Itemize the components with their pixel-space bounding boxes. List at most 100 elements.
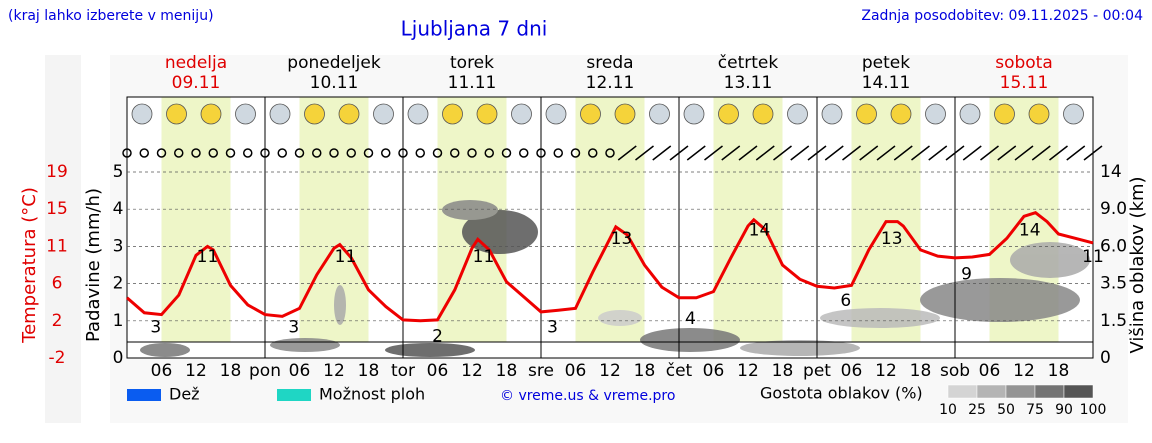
wind-barb — [928, 145, 948, 161]
density-tick-label: 75 — [1026, 402, 1044, 418]
wind-barb — [790, 145, 810, 161]
x-tick-label: pet — [803, 361, 831, 381]
x-tick-label: 12 — [599, 361, 621, 381]
wind-barb — [669, 145, 689, 161]
temperature-label: 6 — [840, 291, 851, 311]
temperature-label: 3 — [288, 318, 299, 338]
daylight-band — [713, 97, 783, 342]
day-date: 11.11 — [448, 73, 497, 93]
weather-icon — [959, 103, 981, 125]
wind-barb — [859, 145, 879, 161]
note: (kraj lahko izberete v meniju) — [8, 8, 214, 24]
wind-calm — [312, 148, 322, 158]
wind-barb — [686, 145, 706, 161]
weather-icon — [614, 103, 636, 125]
weather-icon — [407, 103, 429, 125]
weather-icon — [338, 103, 360, 125]
temperature-label: 11 — [473, 247, 495, 267]
x-tick-label: 06 — [151, 361, 173, 381]
wind-calm — [450, 148, 460, 158]
day-date: 12.11 — [586, 73, 635, 93]
y2-tick-label: 4 — [113, 199, 124, 219]
day-name: četrtek — [718, 53, 779, 73]
y3-tick-label: 14 — [1100, 162, 1122, 182]
day-name: sreda — [586, 53, 633, 73]
wind-calm — [208, 148, 218, 158]
weather-icon — [373, 103, 394, 125]
x-tick-label: 18 — [910, 361, 932, 381]
temperature-label: 14 — [749, 220, 771, 240]
wind-barb — [807, 145, 827, 161]
y-tick-label: 15 — [46, 199, 68, 219]
y-axis-title: Temperatura (°C) — [19, 187, 40, 344]
wind-calm — [484, 148, 494, 158]
x-tick-label: 06 — [841, 361, 863, 381]
y-tick-label: 11 — [46, 236, 68, 256]
x-tick-label: 18 — [496, 361, 518, 381]
y3-tick-label: 6.0 — [1100, 236, 1127, 256]
x-tick-label: 06 — [703, 361, 725, 381]
legend-label: Možnost ploh — [319, 385, 425, 404]
wind-calm — [156, 148, 167, 158]
updated: Zadnja posodobitev: 09.11.2025 - 00:04 — [861, 8, 1143, 24]
weather-icon — [890, 103, 912, 125]
x-tick-label: 18 — [220, 361, 242, 381]
weather-icon — [304, 103, 325, 125]
weather-icon — [166, 103, 187, 125]
x-tick-label: 18 — [634, 361, 656, 381]
wind-calm — [398, 148, 408, 158]
density-title: Gostota oblakov (%) — [760, 384, 923, 403]
wind-barb — [911, 145, 930, 161]
daylight-band — [851, 97, 921, 342]
x-tick-label: pon — [249, 361, 281, 381]
legend-label: Dež — [169, 385, 200, 404]
weather-icon — [545, 103, 567, 125]
wind-barb — [635, 145, 654, 161]
x-tick-label: tor — [391, 361, 415, 381]
wind-barb — [721, 145, 741, 161]
wind-barb — [876, 145, 896, 161]
y3-axis-title: Višina oblakov (km) — [1127, 176, 1148, 353]
wind-calm — [381, 148, 391, 158]
x-tick-label: 06 — [427, 361, 449, 381]
x-tick-label: 06 — [979, 361, 1001, 381]
weather-icon — [442, 103, 463, 125]
temperature-label: 11 — [197, 247, 219, 267]
weather-icon — [200, 103, 222, 125]
x-tick-label: 06 — [289, 361, 311, 381]
density-swatch — [1034, 384, 1065, 399]
weather-icon — [580, 103, 601, 125]
day-name: sobota — [995, 53, 1053, 73]
weather-icon — [925, 103, 946, 125]
wind-calm — [432, 148, 443, 158]
wind-calm — [294, 148, 305, 158]
weather-icon — [131, 103, 153, 125]
y3-tick-label: 3.5 — [1100, 274, 1127, 294]
x-tick-label: čet — [666, 361, 693, 381]
left-strip — [45, 55, 81, 423]
temperature-label: 11 — [335, 247, 357, 267]
y-tick-label: 19 — [46, 162, 68, 182]
wind-barb — [1066, 145, 1086, 161]
wind-barb — [997, 145, 1017, 161]
weather-icon — [856, 103, 877, 125]
temperature-label: 2 — [432, 327, 443, 347]
temperature-label: 4 — [685, 309, 696, 329]
temperature-label: 3 — [150, 318, 161, 338]
y-tick-label: 6 — [52, 274, 63, 294]
wind-barb — [1083, 145, 1103, 161]
wind-barb — [738, 145, 758, 161]
weather-icon — [1028, 103, 1050, 125]
x-tick-label: 06 — [565, 361, 587, 381]
wind-calm — [174, 148, 184, 158]
wind-calm — [570, 148, 581, 158]
day-date: 09.11 — [172, 73, 221, 93]
wind-calm — [501, 148, 512, 158]
y2-tick-label: 0 — [113, 348, 124, 368]
day-name: nedelja — [165, 53, 227, 73]
wind-calm — [346, 148, 356, 158]
x-tick-label: 12 — [875, 361, 897, 381]
wind-calm — [139, 148, 149, 158]
weather-icon — [994, 103, 1015, 125]
day-date: 14.11 — [862, 73, 911, 93]
